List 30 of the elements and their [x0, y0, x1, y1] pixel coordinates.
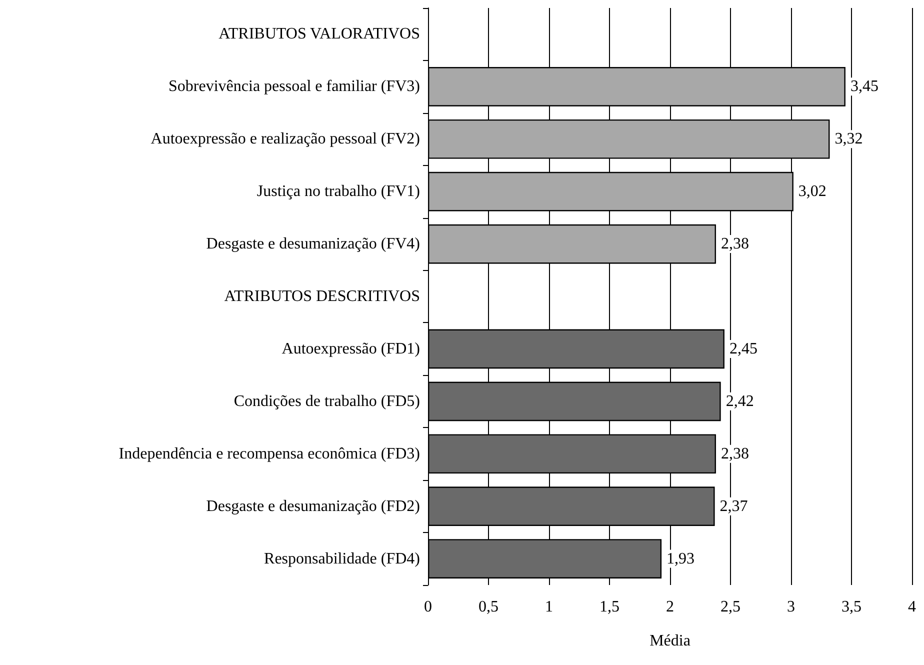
data-label: 1,93	[666, 550, 695, 568]
data-label: 3,32	[834, 130, 863, 148]
x-tick-label: 3,5	[842, 598, 862, 616]
y-tick-label: Justiça no trabalho (FV1)	[256, 183, 420, 200]
x-tick-label: 1,5	[600, 598, 620, 616]
data-label: 2,45	[729, 340, 758, 358]
x-tick-label: 0	[424, 598, 432, 616]
y-tick-label: Condições de trabalho (FD5)	[234, 392, 420, 410]
y-tick-label: Sobrevivência pessoal e familiar (FV3)	[168, 78, 420, 96]
y-tick-label: Independência e recompensa econômica (FD3)	[118, 445, 420, 462]
y-tick-label: ATRIBUTOS VALORATIVOS	[218, 26, 420, 43]
y-tick-label: ATRIBUTOS DESCRITIVOS	[224, 288, 420, 305]
y-tick-label: Desgaste e desumanização (FD2)	[206, 498, 420, 515]
x-axis-title: Média	[650, 632, 690, 650]
data-label: 2,38	[720, 236, 749, 253]
y-tick-label: Responsabilidade (FD4)	[264, 550, 420, 568]
data-label: 2,37	[720, 498, 748, 515]
x-tick-label: 1	[545, 598, 553, 616]
x-tick-label: 2,5	[720, 598, 740, 616]
y-tick-label: Desgaste e desumanização (FV4)	[206, 236, 420, 253]
x-tick-label: 4	[908, 598, 916, 616]
y-tick-label: Autoexpressão (FD1)	[282, 340, 420, 358]
data-label: 2,38	[720, 445, 749, 462]
data-label: 3,02	[798, 183, 826, 200]
x-tick-label: 0,5	[478, 598, 498, 616]
x-tick-label: 3	[787, 598, 795, 616]
data-label: 2,42	[726, 392, 754, 410]
y-tick-label: Autoexpressão e realização pessoal (FV2)	[150, 130, 420, 148]
data-label: 3,45	[850, 78, 878, 96]
x-tick-label: 2	[666, 598, 674, 616]
